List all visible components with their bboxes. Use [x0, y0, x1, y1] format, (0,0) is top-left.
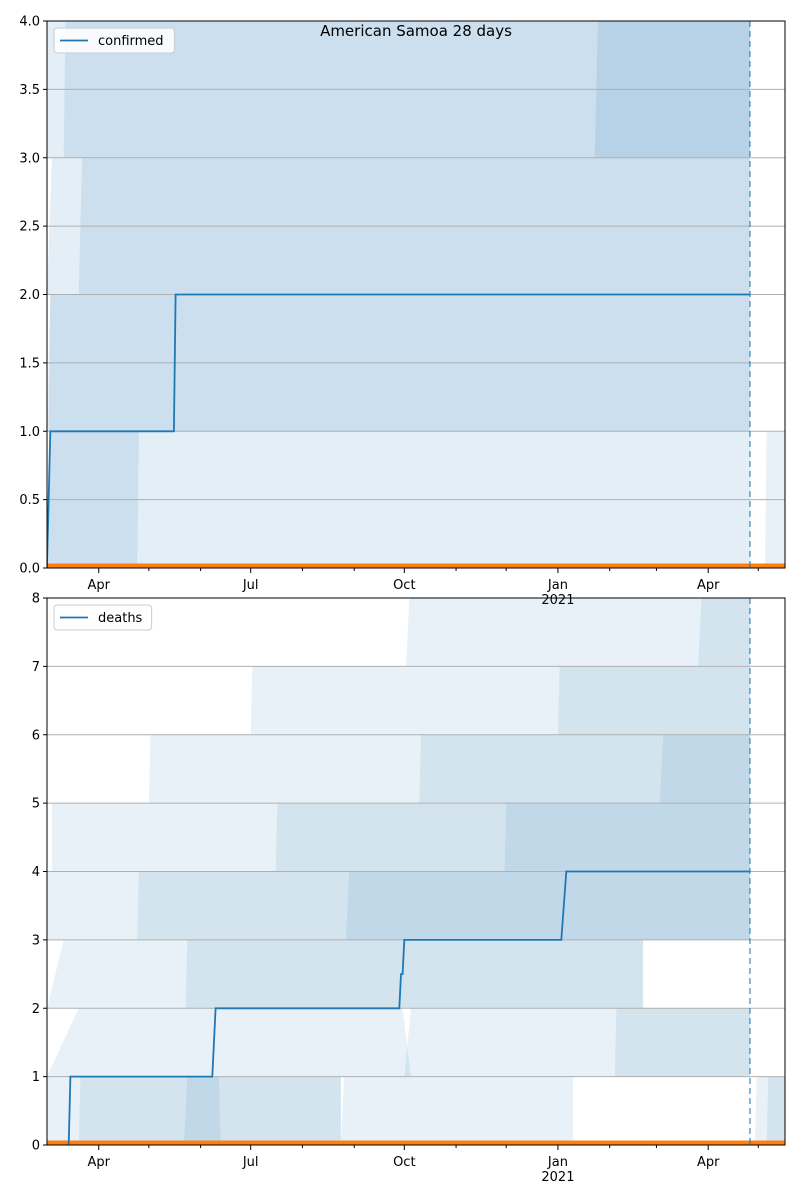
- y-tick-label: 4: [32, 865, 40, 880]
- band-5: [148, 734, 750, 804]
- band-2: [698, 598, 750, 667]
- y-tick-label: 0.0: [19, 562, 40, 577]
- x-tick-label: Apr: [697, 1155, 720, 1170]
- band-3: [250, 666, 750, 735]
- y-tick-label: 2: [32, 1002, 40, 1017]
- band-4: [557, 666, 750, 735]
- legend-box: [53, 27, 175, 54]
- band-16: [47, 1008, 411, 1077]
- y-tick-label: 7: [32, 660, 40, 675]
- legend: confirmed: [53, 27, 175, 54]
- y-tick-label: 6: [32, 728, 40, 743]
- x-tick-sublabel: 2021: [541, 593, 574, 608]
- band-21: [183, 1076, 341, 1145]
- band-23: [754, 1076, 785, 1145]
- band-14: [47, 939, 644, 1009]
- legend-label: confirmed: [98, 34, 164, 49]
- band-12: [137, 871, 750, 940]
- band-10: [504, 803, 750, 872]
- band-8: [52, 803, 750, 872]
- band-18: [614, 1008, 750, 1077]
- legend-label: deaths: [98, 611, 143, 626]
- x-tick-label: Apr: [88, 578, 111, 593]
- x-tick-label: Oct: [393, 578, 415, 593]
- band-13: [345, 871, 750, 940]
- x-tick-label: Apr: [88, 1155, 111, 1170]
- chart-title: American Samoa 28 days: [320, 22, 512, 40]
- band-6: [419, 734, 750, 804]
- x-tick-label: Jul: [242, 1155, 259, 1170]
- x-tick-label: Oct: [393, 1155, 415, 1170]
- band-24: [766, 1076, 785, 1145]
- x-tick-label: Jan: [547, 1155, 568, 1170]
- band-20: [78, 1076, 221, 1145]
- band-15: [185, 939, 644, 1009]
- band-7: [659, 734, 750, 804]
- x-tick-label: Jan: [547, 578, 568, 593]
- band-1: [406, 598, 750, 667]
- band-9: [275, 803, 750, 872]
- y-tick-label: 1: [32, 1070, 40, 1085]
- x-tick-sublabel: 2021: [541, 1170, 574, 1185]
- y-tick-label: 5: [32, 797, 40, 812]
- y-tick-label: 2.0: [19, 288, 40, 303]
- legend: deaths: [53, 604, 153, 631]
- y-tick-label: 3.0: [19, 151, 40, 166]
- band-19: [47, 1076, 341, 1145]
- plot-area: [47, 598, 785, 1145]
- y-tick-label: 1.0: [19, 425, 40, 440]
- band-22: [340, 1076, 573, 1145]
- plot-area: [47, 21, 785, 568]
- y-tick-label: 3: [32, 933, 40, 948]
- series-line-confirmed: [47, 293, 750, 568]
- x-tick-label: Jul: [242, 578, 259, 593]
- band-11: [47, 871, 750, 940]
- x-tick-label: Apr: [697, 578, 720, 593]
- chart-panel-1: 0.0 0.5 1.0 1.5 2.0 2.5 3.0 3.5 4.0 Apr Jul Oct Jan2…: [19, 15, 786, 608]
- band-17: [404, 1008, 750, 1077]
- legend-box: [53, 604, 153, 631]
- series-line-deaths: [67, 870, 750, 1145]
- y-tick-label: 1.5: [19, 356, 40, 371]
- y-tick-label: 4.0: [19, 15, 40, 30]
- y-tick-label: 0: [32, 1139, 40, 1154]
- y-tick-label: 2.5: [19, 220, 40, 235]
- y-tick-label: 3.5: [19, 83, 40, 98]
- y-tick-label: 0.5: [19, 493, 40, 508]
- y-tick-label: 8: [32, 592, 40, 607]
